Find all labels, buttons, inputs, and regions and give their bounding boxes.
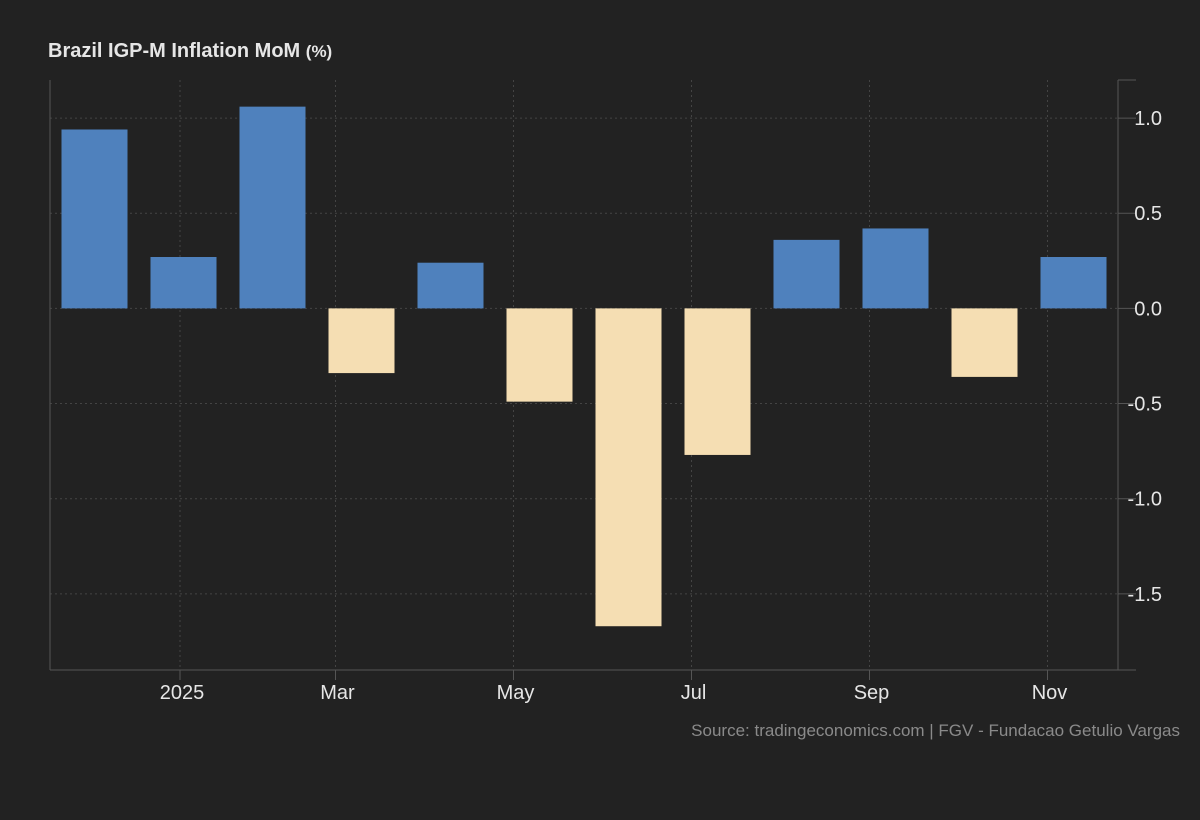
chart-title-text: Brazil IGP-M Inflation MoM [48, 40, 301, 62]
bar-dec-2024 [61, 129, 128, 309]
bar-jun-2025 [595, 308, 662, 627]
x-tick-label: May [497, 682, 535, 704]
y-tick-label: 1.0 [1134, 108, 1162, 130]
bar-apr-2025 [417, 262, 484, 309]
x-tick-label: Sep [854, 682, 890, 704]
y-tick-label: -1.0 [1128, 489, 1162, 511]
bar-mar-2025 [328, 308, 395, 374]
x-tick-label: 2025 [160, 682, 205, 704]
y-tick-label: 0.5 [1134, 203, 1162, 225]
x-tick-label: Mar [320, 682, 355, 704]
chart-title: Brazil IGP-M Inflation MoM (%) [48, 40, 332, 63]
x-tick-label: Nov [1032, 682, 1068, 704]
bar-feb-2025 [239, 106, 306, 309]
x-tick-label: Jul [681, 682, 707, 704]
bar-may-2025 [506, 308, 573, 402]
chart-title-unit: (%) [305, 42, 333, 61]
y-tick-label: -0.5 [1128, 394, 1162, 416]
bar-aug-2025 [773, 239, 840, 309]
source-note: Source: tradingeconomics.com | FGV - Fun… [691, 721, 1180, 740]
bar-oct-2025 [951, 308, 1018, 377]
y-tick-label: -1.5 [1128, 584, 1162, 606]
bar-jan-2025 [150, 257, 217, 309]
bar-sep-2025 [862, 228, 929, 309]
bar-jul-2025 [684, 308, 751, 455]
bar-nov-2025 [1040, 257, 1107, 309]
y-tick-label: 0.0 [1134, 298, 1162, 320]
